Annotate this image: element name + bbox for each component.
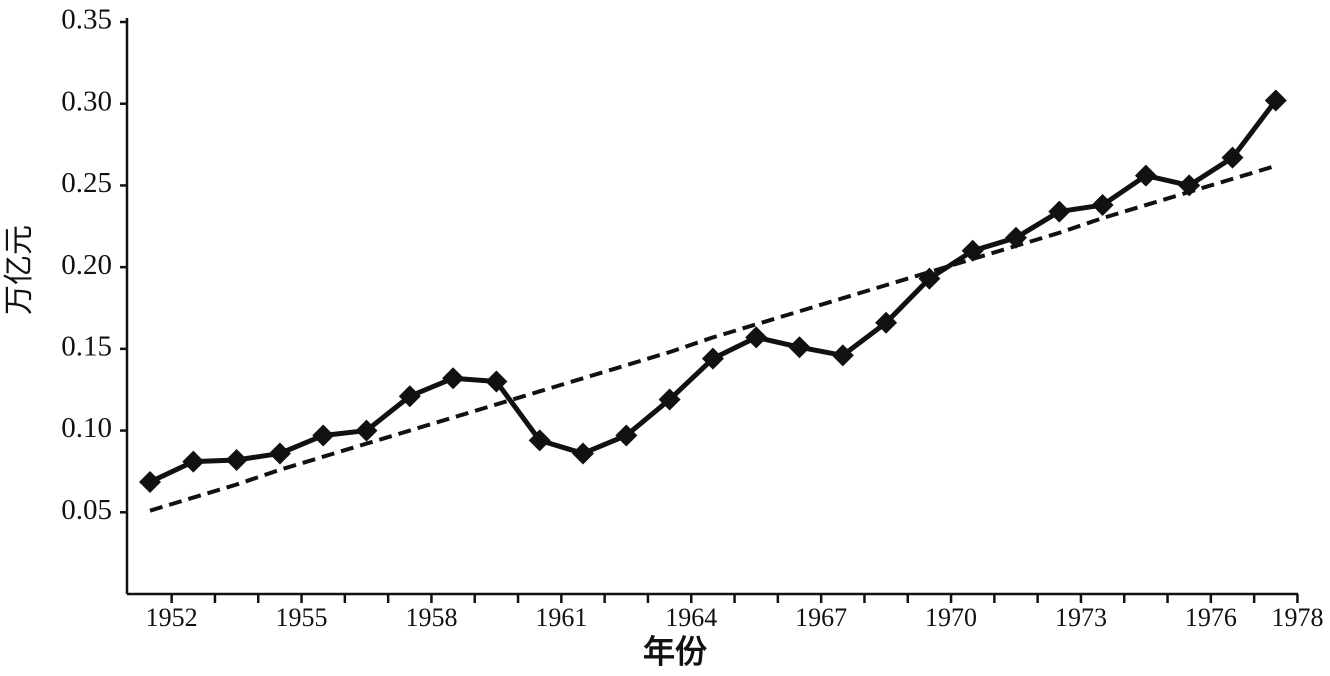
data-point — [615, 424, 638, 447]
x-tick-label: 1978 — [1271, 603, 1323, 632]
data-point — [658, 388, 681, 411]
y-tick-label: 0.25 — [61, 167, 112, 199]
data-point — [139, 471, 161, 494]
y-tick-label: 0.35 — [61, 4, 112, 36]
data-point — [572, 442, 594, 465]
data-point — [875, 311, 898, 334]
y-tick-label: 0.05 — [61, 494, 112, 526]
x-tick-label: 1967 — [795, 603, 847, 632]
data-point — [1221, 146, 1244, 169]
data-point — [398, 385, 421, 408]
data-point — [1091, 194, 1114, 217]
trend-line — [149, 163, 1277, 513]
data-point — [225, 448, 248, 471]
data-point — [831, 344, 854, 367]
x-axis-title: 年份 — [643, 633, 707, 669]
x-tick-label: 1973 — [1055, 603, 1107, 632]
data-line — [148, 98, 1278, 485]
data-point — [442, 367, 465, 390]
y-axis-title: 万亿元 — [3, 225, 36, 315]
y-tick-label: 0.20 — [61, 249, 112, 281]
y-tick-label: 0.30 — [61, 85, 112, 117]
data-point — [485, 370, 508, 393]
data-point — [355, 419, 378, 442]
data-point — [312, 424, 335, 447]
data-point — [182, 450, 205, 473]
data-point — [528, 429, 551, 452]
data-point — [1264, 89, 1287, 112]
x-tick-label: 1970 — [925, 603, 977, 632]
data-point — [745, 326, 768, 349]
data-point — [268, 442, 291, 465]
data-point — [788, 336, 811, 359]
x-tick-label: 1955 — [276, 603, 328, 632]
y-tick-label: 0.10 — [61, 412, 112, 444]
x-tick-label: 1961 — [535, 603, 587, 632]
data-point — [1134, 164, 1157, 187]
y-tick-label: 0.15 — [61, 331, 112, 363]
data-point — [1048, 200, 1071, 223]
x-tick-label: 1964 — [665, 603, 717, 632]
x-tick-label: 1976 — [1185, 603, 1237, 632]
x-tick-label: 1952 — [146, 603, 198, 632]
x-tick-label: 1958 — [405, 603, 457, 632]
data-point — [701, 347, 724, 370]
